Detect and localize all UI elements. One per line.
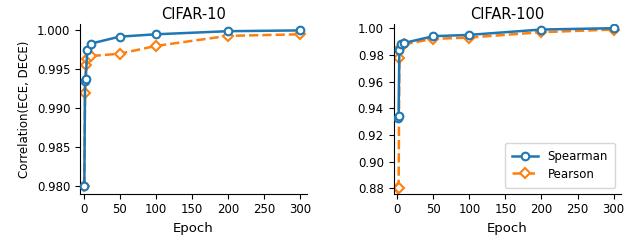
Spearman bbox=[296, 29, 304, 32]
Spearman bbox=[224, 30, 232, 33]
Line: Pearson: Pearson bbox=[81, 30, 304, 190]
Spearman bbox=[81, 184, 88, 187]
Spearman bbox=[538, 28, 545, 31]
Pearson bbox=[116, 52, 124, 55]
Pearson bbox=[83, 58, 91, 60]
Spearman bbox=[465, 33, 473, 36]
Spearman bbox=[396, 48, 403, 51]
Spearman bbox=[81, 79, 89, 82]
Spearman bbox=[397, 43, 404, 46]
Pearson bbox=[395, 187, 403, 190]
Spearman bbox=[83, 48, 91, 51]
Pearson bbox=[465, 36, 473, 39]
Pearson bbox=[396, 56, 403, 59]
Spearman bbox=[395, 115, 403, 118]
Line: Pearson: Pearson bbox=[394, 26, 618, 192]
Pearson bbox=[394, 187, 402, 190]
Line: Spearman: Spearman bbox=[81, 27, 304, 190]
Spearman bbox=[429, 35, 437, 38]
Spearman bbox=[82, 77, 90, 80]
Pearson bbox=[296, 33, 304, 36]
Line: Spearman: Spearman bbox=[394, 24, 618, 121]
X-axis label: Epoch: Epoch bbox=[173, 222, 214, 235]
X-axis label: Epoch: Epoch bbox=[487, 222, 527, 235]
Spearman bbox=[401, 41, 408, 44]
Pearson bbox=[152, 45, 159, 47]
Pearson bbox=[401, 43, 408, 46]
Pearson bbox=[87, 55, 95, 58]
Pearson bbox=[81, 184, 88, 187]
Pearson bbox=[82, 63, 90, 66]
Title: CIFAR-10: CIFAR-10 bbox=[161, 7, 226, 22]
Spearman bbox=[116, 35, 124, 38]
Title: CIFAR-100: CIFAR-100 bbox=[470, 7, 544, 22]
Spearman bbox=[152, 33, 159, 36]
Pearson bbox=[538, 31, 545, 34]
Spearman bbox=[87, 42, 95, 45]
Pearson bbox=[429, 38, 437, 40]
Spearman bbox=[610, 27, 618, 30]
Y-axis label: Correlation(ECE, DECE): Correlation(ECE, DECE) bbox=[18, 40, 31, 178]
Spearman bbox=[394, 116, 402, 119]
Pearson bbox=[610, 28, 618, 31]
Pearson bbox=[224, 34, 232, 37]
Pearson bbox=[81, 91, 89, 94]
Legend: Spearman, Pearson: Spearman, Pearson bbox=[505, 143, 615, 188]
Pearson bbox=[397, 45, 404, 48]
